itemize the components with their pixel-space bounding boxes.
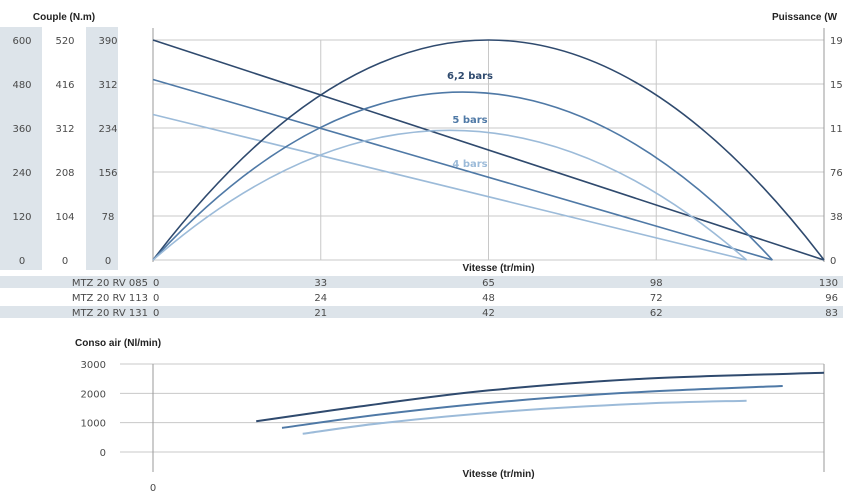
speed-table-tick-label: 72 — [650, 293, 663, 304]
left-axis-tick-label: 234 — [98, 124, 117, 135]
series-label: 6,2 bars — [447, 71, 493, 82]
left-axis-tick-label: 78 — [102, 212, 115, 223]
left-axis-tick-label: 104 — [55, 212, 74, 223]
left-axis-title: Couple (N.m) — [33, 12, 95, 23]
axis-lines — [152, 28, 825, 472]
left-axis-tick-label: 480 — [12, 80, 31, 91]
air-x-axis-title: Vitesse (tr/min) — [462, 469, 534, 480]
right-axis-tick-label: 0 — [830, 256, 836, 267]
left-axis-tick-label: 416 — [55, 80, 74, 91]
speed-table-tick-label: 33 — [314, 278, 327, 289]
right-axis-tick-label: 11 — [830, 124, 843, 135]
torque-line — [152, 78, 773, 261]
series-lines — [152, 39, 825, 435]
series-label: 4 bars — [452, 159, 487, 170]
speed-table-tick-label: 65 — [482, 278, 495, 289]
air-consumption-curve — [281, 385, 783, 429]
air-x-tick-label: 0 — [150, 483, 156, 493]
left-axis-tick-label: 390 — [98, 36, 117, 47]
right-axis-title: Puissance (W — [772, 12, 838, 23]
air-y-tick-label: 2000 — [81, 389, 106, 400]
left-axis-tick-label: 208 — [55, 168, 74, 179]
left-axis-tick-label: 600 — [12, 36, 31, 47]
gridlines — [120, 39, 825, 453]
left-axis-tick-label: 0 — [19, 256, 25, 267]
left-axis-band-3 — [86, 27, 118, 270]
air-consumption-curve — [302, 399, 747, 435]
speed-table-tick-label: 0 — [153, 293, 159, 304]
speed-table-tick-label: 48 — [482, 293, 495, 304]
speed-table-tick-label: 24 — [314, 293, 327, 304]
right-axis-tick-label: 38 — [830, 212, 843, 223]
left-axis-tick-label: 240 — [12, 168, 31, 179]
left-axis-tick-label: 120 — [12, 212, 31, 223]
left-axis-tick-label: 360 — [12, 124, 31, 135]
air-y-tick-label: 1000 — [81, 419, 106, 430]
speed-table-tick-label: 21 — [314, 308, 327, 319]
speed-table-tick-label: 0 — [153, 278, 159, 289]
torque-line — [152, 113, 747, 261]
left-axis-band-1 — [0, 27, 42, 270]
speed-table-tick-label: 98 — [650, 278, 663, 289]
top-x-axis-title: Vitesse (tr/min) — [462, 263, 534, 274]
axis-background-bands — [0, 27, 843, 318]
speed-table-model-label: MTZ 20 RV 131 — [72, 308, 148, 319]
left-axis-tick-label: 520 — [55, 36, 74, 47]
torque-line — [152, 39, 825, 261]
speed-table-row-band-1 — [0, 276, 843, 288]
air-y-tick-label: 3000 — [81, 360, 106, 371]
air-y-axis-title: Conso air (Nl/min) — [75, 338, 161, 349]
speed-table-tick-label: 0 — [153, 308, 159, 319]
left-axis-tick-label: 156 — [98, 168, 117, 179]
speed-table-tick-label: 96 — [825, 293, 838, 304]
air-consumption-curve — [256, 371, 825, 423]
air-y-tick-label: 0 — [100, 448, 106, 459]
power-curve — [152, 91, 773, 261]
power-curve — [152, 39, 825, 261]
left-axis-tick-label: 312 — [55, 124, 74, 135]
speed-table-tick-label: 42 — [482, 308, 495, 319]
series-label: 5 bars — [452, 115, 487, 126]
speed-table-tick-label: 62 — [650, 308, 663, 319]
speed-table-row-band-3 — [0, 306, 843, 318]
left-axis-tick-label: 0 — [105, 256, 111, 267]
speed-table-model-label: MTZ 20 RV 085 — [72, 278, 148, 289]
right-axis-tick-label: 76 — [830, 168, 843, 179]
speed-table-model-label: MTZ 20 RV 113 — [72, 293, 148, 304]
left-axis-tick-label: 0 — [62, 256, 68, 267]
speed-table-tick-label: 130 — [819, 278, 838, 289]
power-curve — [152, 129, 748, 261]
right-axis-tick-label: 15 — [830, 80, 843, 91]
right-axis-tick-label: 19 — [830, 36, 843, 47]
speed-table-tick-label: 83 — [825, 308, 838, 319]
left-axis-tick-label: 312 — [98, 80, 117, 91]
chart-text: Couple (N.m) Puissance (W6004803602401200… — [12, 12, 842, 493]
